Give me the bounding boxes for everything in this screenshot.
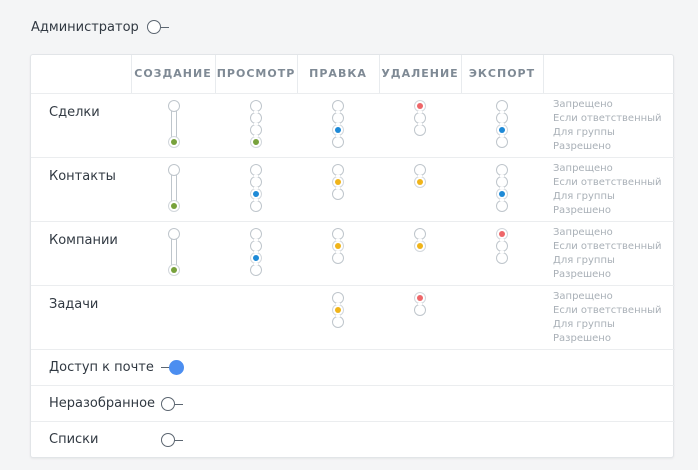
- level-label: Разрешено: [553, 269, 611, 280]
- permission-slider-tasks-delete[interactable]: [414, 292, 426, 316]
- permission-slider-contacts-view[interactable]: [250, 164, 262, 212]
- level-label: Запрещено: [553, 227, 613, 238]
- level-label: Если ответственный: [553, 177, 662, 188]
- permission-slider-companies-view[interactable]: [250, 228, 262, 276]
- permission-slider-deals-export[interactable]: [496, 100, 508, 148]
- level-label: Запрещено: [553, 163, 613, 174]
- slider-node-active[interactable]: [414, 176, 426, 188]
- column-header-export: ЭКСПОРТ: [468, 67, 536, 80]
- row-label-lists: Списки: [49, 432, 99, 447]
- level-label: Запрещено: [553, 99, 613, 110]
- level-label: Если ответственный: [553, 113, 662, 124]
- permission-slider-contacts-edit[interactable]: [332, 164, 344, 200]
- row-label-mail-access: Доступ к почте: [49, 360, 154, 375]
- lists-toggle[interactable]: [161, 432, 185, 448]
- row-label-companies: Компании: [49, 233, 118, 248]
- toggle-knob: [169, 360, 184, 375]
- level-label: Для группы: [553, 319, 615, 330]
- permission-slider-contacts-delete[interactable]: [414, 164, 426, 188]
- level-label: Для группы: [553, 255, 615, 266]
- permission-slider-deals-view[interactable]: [250, 100, 262, 148]
- permission-slider-companies-edit[interactable]: [332, 228, 344, 264]
- slider-node[interactable]: [496, 136, 508, 148]
- slider-node[interactable]: [332, 136, 344, 148]
- permission-slider-deals-create[interactable]: [168, 100, 180, 148]
- level-label: Разрешено: [553, 333, 611, 344]
- levels-legend-tasks: Запрещено Если ответственный Для группы Раз…: [553, 290, 662, 346]
- slider-node-active[interactable]: [168, 264, 180, 276]
- slider-node[interactable]: [250, 264, 262, 276]
- slider-node-active[interactable]: [168, 200, 180, 212]
- level-label: Запрещено: [553, 291, 613, 302]
- slider-node[interactable]: [332, 252, 344, 264]
- slider-node[interactable]: [332, 316, 344, 328]
- slider-node[interactable]: [496, 252, 508, 264]
- admin-label: Администратор: [31, 19, 139, 35]
- permission-slider-companies-create[interactable]: [168, 228, 180, 276]
- level-label: Разрешено: [553, 205, 611, 216]
- level-label: Разрешено: [553, 141, 611, 152]
- permission-slider-contacts-create[interactable]: [168, 164, 180, 212]
- row-label-unsorted: Неразобранное: [49, 396, 156, 411]
- slider-node[interactable]: [168, 100, 180, 112]
- unsorted-toggle[interactable]: [161, 396, 185, 412]
- slider-node-active[interactable]: [414, 240, 426, 252]
- permission-slider-companies-export[interactable]: [496, 228, 508, 264]
- row-label-deals: Сделки: [49, 105, 100, 120]
- column-header-create: СОЗДАНИЕ: [134, 67, 212, 80]
- column-header-view: ПРОСМОТР: [216, 67, 296, 80]
- slider-rail: [171, 234, 177, 270]
- slider-node[interactable]: [414, 124, 426, 136]
- row-label-contacts: Контакты: [49, 169, 116, 184]
- permission-slider-companies-delete[interactable]: [414, 228, 426, 252]
- level-label: Для группы: [553, 127, 615, 138]
- column-header-edit: ПРАВКА: [309, 67, 367, 80]
- mail-access-toggle[interactable]: [161, 360, 187, 376]
- row-label-tasks: Задачи: [49, 297, 99, 312]
- levels-legend-companies: Запрещено Если ответственный Для группы Раз…: [553, 226, 662, 282]
- column-header-delete: УДАЛЕНИЕ: [381, 67, 459, 80]
- permission-slider-deals-delete[interactable]: [414, 100, 426, 136]
- level-label: Если ответственный: [553, 241, 662, 252]
- slider-node-active[interactable]: [250, 136, 262, 148]
- slider-node[interactable]: [250, 200, 262, 212]
- levels-legend-deals: Запрещено Если ответственный Для группы Раз…: [553, 98, 662, 154]
- slider-node[interactable]: [332, 188, 344, 200]
- slider-node[interactable]: [496, 200, 508, 212]
- slider-node-active[interactable]: [168, 136, 180, 148]
- level-label: Для группы: [553, 191, 615, 202]
- permission-slider-deals-edit[interactable]: [332, 100, 344, 148]
- admin-toggle[interactable]: [146, 19, 171, 35]
- admin-row: Администратор: [31, 16, 171, 38]
- slider-rail: [171, 106, 177, 142]
- permission-slider-tasks-edit[interactable]: [332, 292, 344, 328]
- slider-node[interactable]: [168, 228, 180, 240]
- slider-rail: [171, 170, 177, 206]
- permission-slider-contacts-export[interactable]: [496, 164, 508, 212]
- slider-node[interactable]: [414, 304, 426, 316]
- slider-node-active[interactable]: [414, 292, 426, 304]
- permissions-card: СОЗДАНИЕ ПРОСМОТР ПРАВКА УДАЛЕНИЕ ЭКСПОР…: [30, 54, 675, 458]
- level-label: Если ответственный: [553, 305, 662, 316]
- slider-node[interactable]: [168, 164, 180, 176]
- levels-legend-contacts: Запрещено Если ответственный Для группы Раз…: [553, 162, 662, 218]
